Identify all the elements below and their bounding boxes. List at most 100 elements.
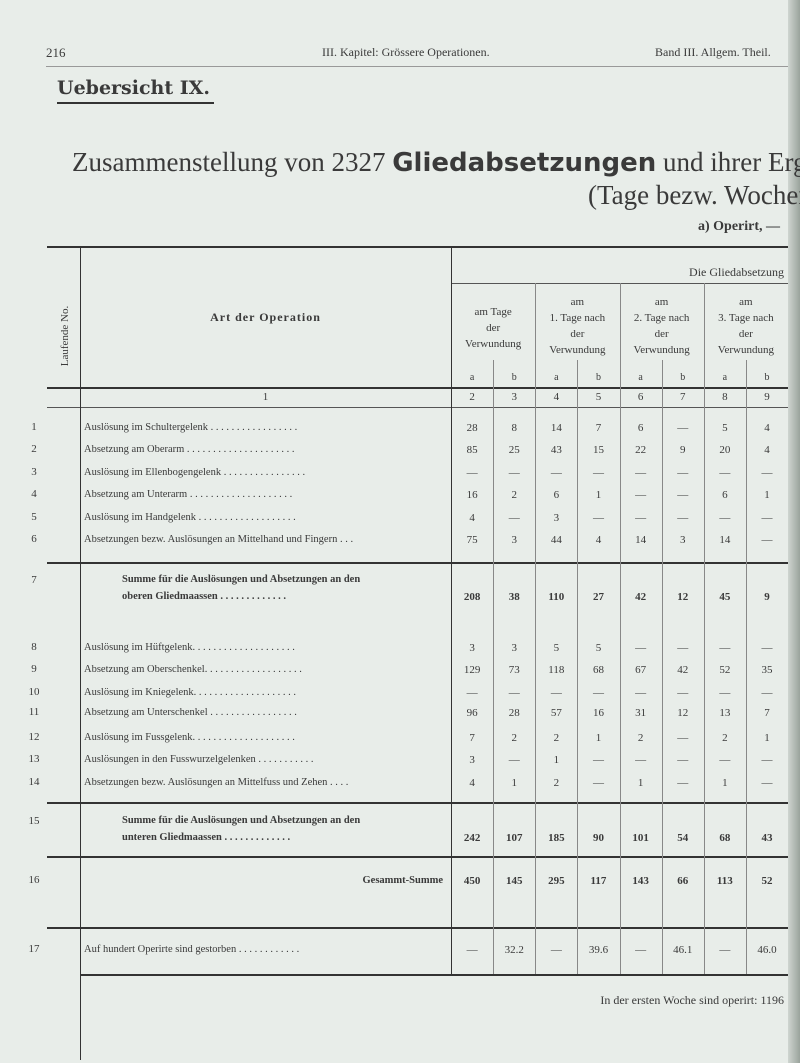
sub-label: b bbox=[764, 372, 770, 383]
table-bottom-rule bbox=[80, 974, 788, 976]
operation-label: Absetzungen bezw. Auslösungen an Mittelf… bbox=[84, 777, 349, 788]
column-number: 8 bbox=[722, 391, 728, 403]
table-cell: 8 bbox=[511, 422, 517, 434]
table-cell: 9 bbox=[764, 590, 770, 603]
operation-label: Summe für die Auslösungen und Absetzunge… bbox=[122, 573, 361, 585]
table-cell: — bbox=[761, 512, 773, 524]
table-cell: — bbox=[508, 512, 520, 524]
table-cell: — bbox=[550, 944, 562, 956]
table-cell: 6 bbox=[722, 489, 728, 501]
group-label: 3. Tage nach bbox=[718, 312, 774, 324]
table-cell: 2 bbox=[511, 489, 517, 501]
table-cell: 31 bbox=[635, 707, 647, 719]
group-label: der bbox=[738, 328, 753, 340]
table-cell: — bbox=[677, 512, 689, 524]
operation-label: Gesammt-Summe bbox=[362, 875, 443, 886]
title-prefix: Zusammenstellung von 2327 bbox=[72, 147, 386, 177]
table-cell: 57 bbox=[550, 707, 562, 719]
table-cell: — bbox=[592, 687, 604, 699]
table-cell: 28 bbox=[466, 422, 478, 434]
group-label: am bbox=[739, 296, 753, 308]
table-cell: 42 bbox=[635, 590, 647, 603]
block-rule bbox=[47, 802, 788, 804]
block-rule bbox=[47, 562, 788, 564]
table-cell: 2 bbox=[553, 777, 560, 789]
table-cell: 3 bbox=[679, 534, 686, 546]
table-cell: 14 bbox=[719, 534, 731, 546]
sub-label: a bbox=[722, 372, 728, 383]
table-cell: 14 bbox=[550, 422, 562, 434]
sub-label: a bbox=[469, 372, 475, 383]
table-cell: — bbox=[761, 534, 773, 546]
table-cell: 185 bbox=[548, 832, 565, 844]
group-label: 1. Tage nach bbox=[549, 312, 606, 324]
sub-label: a bbox=[638, 372, 643, 383]
column-number: 2 bbox=[469, 391, 475, 403]
table-cell: 5 bbox=[722, 422, 728, 434]
table-cell: 4 bbox=[469, 512, 475, 524]
col-rule bbox=[535, 283, 537, 974]
table-cell: — bbox=[677, 489, 689, 501]
group-label: Verwundung bbox=[633, 344, 690, 356]
col-rule bbox=[577, 360, 579, 974]
table-cell: 28 bbox=[508, 707, 520, 719]
table-cell: — bbox=[592, 467, 604, 479]
table-cell: — bbox=[508, 754, 520, 766]
col-rule bbox=[703, 283, 705, 974]
table-cell: — bbox=[677, 754, 689, 766]
table-cell: — bbox=[550, 467, 562, 479]
table-cell: 68 bbox=[592, 664, 604, 676]
table-cell: — bbox=[761, 467, 773, 479]
table-cell: — bbox=[677, 732, 689, 744]
table-cell: 4 bbox=[469, 777, 475, 789]
table-cell: 35 bbox=[761, 664, 773, 676]
table-cell: 1 bbox=[511, 777, 517, 789]
page-number: 216 bbox=[46, 45, 66, 60]
group-label: Verwundung bbox=[465, 338, 522, 350]
table-cell: 12 bbox=[677, 590, 689, 603]
sub-label: b bbox=[595, 372, 601, 383]
table-cell: 3 bbox=[469, 642, 475, 654]
col-rule bbox=[745, 360, 747, 974]
table-cell: — bbox=[635, 944, 647, 956]
table-cell: — bbox=[719, 512, 731, 524]
table-cell: — bbox=[592, 777, 604, 789]
table-cell: 1 bbox=[553, 754, 560, 766]
table-cell: 44 bbox=[550, 534, 562, 546]
group-label: der bbox=[486, 322, 501, 334]
row-number: 3 bbox=[31, 466, 37, 478]
operation-label: Auslösung im Hüftgelenk. . . . . . . . .… bbox=[84, 642, 295, 653]
table-cell: 52 bbox=[719, 664, 731, 676]
table-cell: 1 bbox=[764, 732, 770, 744]
table-cell: 1 bbox=[764, 489, 770, 501]
table-cell: — bbox=[635, 687, 647, 699]
table-cell: — bbox=[635, 642, 647, 654]
block-rule bbox=[47, 927, 788, 929]
row-number: 8 bbox=[31, 641, 37, 653]
running-header: III. Kapitel: Grössere Operationen. bbox=[322, 45, 490, 59]
group-label: der bbox=[654, 328, 669, 340]
table-cell: 43 bbox=[550, 444, 562, 456]
operation-label: Auf hundert Operirte sind gestorben . . … bbox=[84, 944, 300, 955]
table-cell: 27 bbox=[592, 590, 604, 603]
table-cell: 4 bbox=[764, 422, 770, 434]
row-number: 7 bbox=[31, 573, 37, 586]
column-number: 6 bbox=[637, 391, 644, 403]
table-cell: 107 bbox=[505, 832, 523, 844]
table-cell: — bbox=[719, 754, 731, 766]
table-cell: 4 bbox=[764, 444, 770, 456]
table-cell: 85 bbox=[466, 444, 478, 456]
table-cell: — bbox=[466, 467, 478, 479]
table-cell: 1 bbox=[637, 777, 644, 789]
table-cell: — bbox=[719, 642, 731, 654]
table-cell: 2 bbox=[511, 732, 517, 744]
group-label: der bbox=[570, 328, 585, 340]
table-cell: 46.1 bbox=[673, 944, 693, 956]
col-rule bbox=[619, 283, 621, 974]
table-cell: — bbox=[761, 642, 773, 654]
table-cell: 9 bbox=[679, 444, 686, 456]
group-label: 2. Tage nach bbox=[633, 312, 690, 324]
group-label: am bbox=[654, 296, 669, 308]
column-number: 9 bbox=[764, 391, 770, 403]
group-label: Verwundung bbox=[717, 344, 774, 356]
